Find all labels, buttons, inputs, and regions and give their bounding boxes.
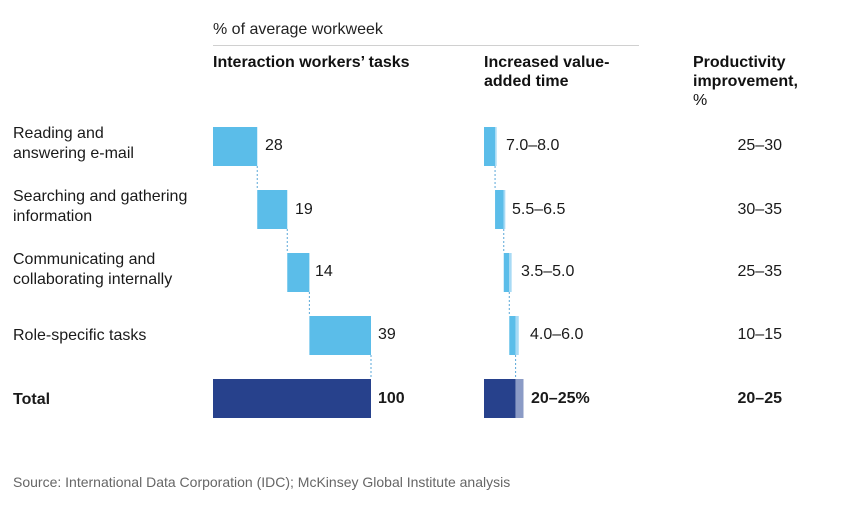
value-label-email: 28 [265, 137, 283, 154]
range-bar-light-role-specific [515, 316, 519, 355]
source-note: Source: International Data Corporation (… [13, 474, 511, 490]
range-bar-dark-email [484, 127, 496, 166]
range-bar-dark-searching [495, 190, 504, 229]
range-label-searching: 5.5–6.5 [512, 201, 566, 218]
row-label-email: Reading and answering e-mail [13, 125, 134, 162]
productivity-role-specific: 10–15 [737, 326, 783, 343]
task-bar-searching [257, 190, 288, 229]
range-bar-light-communicating [509, 253, 512, 292]
task-bar-role-specific [309, 316, 371, 355]
header-rule [213, 45, 639, 46]
task-bar-total [213, 379, 371, 418]
range-bar-light-searching [503, 190, 506, 229]
range-bar-dark-role-specific [509, 316, 516, 355]
range-bar-dark-total [484, 379, 516, 418]
range-bar-light-total [515, 379, 524, 418]
productivity-header: Productivity improvement, % [693, 53, 843, 110]
tasks-header: Interaction workers’ tasks [213, 54, 410, 71]
row-label-communicating: Communicating and collaborating internal… [13, 251, 173, 288]
task-bar-email [213, 127, 258, 166]
value-label-total: 100 [378, 390, 405, 407]
range-label-email: 7.0–8.0 [506, 137, 560, 154]
value-label-communicating: 14 [315, 263, 333, 280]
row-label-role-specific: Role-specific tasks [13, 327, 147, 344]
task-bar-communicating [287, 253, 310, 292]
row-label-total: Total [13, 391, 51, 408]
value-label-role-specific: 39 [378, 326, 396, 343]
productivity-searching: 30–35 [737, 201, 783, 218]
value-added-header: Increased value-added time [484, 54, 610, 90]
productivity-email: 25–30 [737, 137, 783, 154]
value-label-searching: 19 [295, 201, 313, 218]
range-label-communicating: 3.5–5.0 [521, 263, 575, 280]
productivity-total: 20–25 [737, 390, 783, 407]
range-bar-dark-communicating [503, 253, 510, 292]
unit-label: % of average workweek [213, 21, 383, 38]
range-bar-light-email [495, 127, 497, 166]
productivity-header-unit: % [693, 92, 708, 109]
range-label-total: 20–25% [531, 390, 590, 407]
range-label-role-specific: 4.0–6.0 [530, 326, 584, 343]
productivity-communicating: 25–35 [737, 263, 783, 280]
productivity-header-title: Productivity improvement, [693, 54, 798, 90]
row-label-searching: Searching and gathering information [13, 188, 188, 225]
